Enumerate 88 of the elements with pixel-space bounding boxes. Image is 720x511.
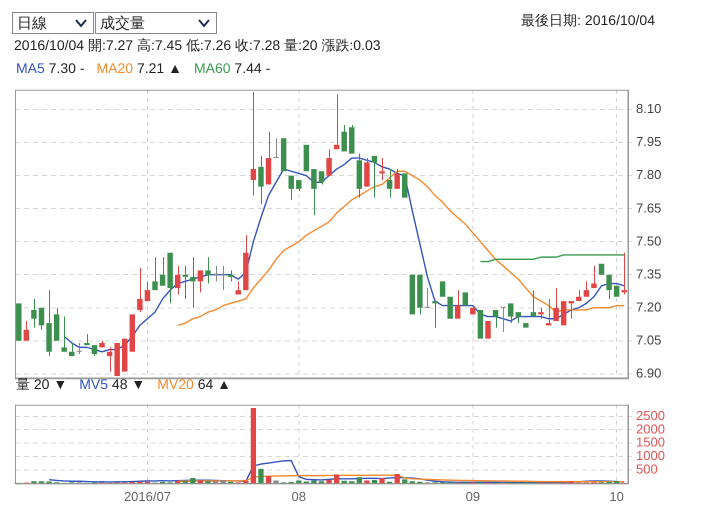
candlestick bbox=[190, 256, 196, 308]
candlestick bbox=[24, 320, 30, 341]
candlestick bbox=[160, 256, 166, 286]
candlestick bbox=[546, 298, 552, 326]
text: MA60 7.44 - bbox=[194, 60, 270, 76]
x-tick-label: 2016/07 bbox=[124, 488, 171, 504]
text: MA5 7.30 - bbox=[16, 60, 84, 76]
candlestick bbox=[538, 307, 544, 320]
candlestick bbox=[243, 234, 249, 290]
candlestick bbox=[61, 316, 67, 352]
x-tick-label: 10 bbox=[609, 488, 624, 504]
candlestick bbox=[258, 155, 264, 205]
text: MV5 48 ▼ bbox=[79, 376, 146, 392]
candlestick bbox=[311, 169, 317, 216]
candlestick bbox=[54, 307, 60, 341]
candlestick bbox=[591, 265, 597, 288]
candlestick bbox=[394, 168, 400, 189]
candlestick bbox=[144, 280, 150, 302]
candlestick bbox=[266, 131, 272, 184]
bar bbox=[402, 479, 408, 484]
y-tick-label: 7.05 bbox=[636, 332, 662, 348]
bar bbox=[220, 480, 226, 484]
text: MV20 64 ▲ bbox=[157, 376, 232, 392]
bar bbox=[250, 408, 256, 484]
candlestick bbox=[250, 92, 256, 196]
candlestick bbox=[236, 280, 241, 295]
candlestick bbox=[84, 334, 90, 346]
candlestick bbox=[364, 158, 370, 187]
text: 2016/10/04 開:7.27 高:7.45 低:7.26 收:7.28 量:20 漲跌:0.03 bbox=[14, 37, 381, 55]
y-tick-label: 1000 bbox=[636, 448, 665, 464]
candlestick bbox=[379, 158, 385, 181]
y-tick-label: 1500 bbox=[636, 434, 665, 450]
candlestick bbox=[455, 290, 460, 319]
y-tick-label: 7.65 bbox=[636, 200, 662, 216]
candlestick bbox=[31, 298, 37, 328]
candlestick bbox=[417, 274, 423, 315]
text: MA20 7.21 ▲ bbox=[96, 60, 182, 76]
y-tick-label: 500 bbox=[636, 462, 658, 477]
candlestick bbox=[568, 301, 574, 320]
y-tick-label: 7.80 bbox=[636, 167, 662, 182]
candlestick bbox=[553, 287, 559, 321]
bar bbox=[190, 478, 196, 484]
bar bbox=[266, 476, 272, 484]
y-tick-label: 8.10 bbox=[636, 101, 662, 116]
candlestick bbox=[606, 274, 612, 300]
bar bbox=[342, 480, 347, 484]
text: 最後日期: 2016/10/04 bbox=[521, 12, 655, 30]
candlestick bbox=[288, 176, 294, 200]
text: 成交量 bbox=[100, 15, 145, 32]
y-tick-label: 7.50 bbox=[636, 233, 662, 248]
y-tick-label: 7.20 bbox=[636, 299, 662, 314]
bar bbox=[394, 474, 400, 484]
candlestick bbox=[182, 265, 188, 300]
bar bbox=[356, 477, 362, 484]
bar bbox=[243, 480, 248, 484]
candlestick bbox=[46, 290, 52, 357]
candlestick bbox=[356, 153, 362, 198]
candlestick bbox=[621, 252, 627, 296]
candlestick bbox=[334, 94, 340, 150]
y-tick-label: 7.95 bbox=[636, 134, 662, 150]
candlestick bbox=[106, 346, 112, 372]
y-tick-label: 6.90 bbox=[636, 365, 662, 380]
candlestick bbox=[69, 342, 74, 356]
candlestick bbox=[167, 252, 173, 304]
candlestick bbox=[228, 270, 234, 282]
candlestick bbox=[341, 124, 347, 152]
candlestick bbox=[508, 303, 514, 324]
candlestick bbox=[530, 290, 536, 317]
candlestick bbox=[386, 168, 392, 198]
candlestick bbox=[432, 301, 438, 328]
candlestick bbox=[372, 156, 378, 198]
y-tick-label: 2500 bbox=[636, 408, 665, 423]
candlestick bbox=[174, 265, 180, 296]
candlestick bbox=[584, 280, 590, 297]
candlestick bbox=[137, 268, 143, 313]
y-tick-label: 7.35 bbox=[636, 266, 662, 282]
bar bbox=[334, 474, 340, 484]
text: 日線 bbox=[17, 15, 47, 32]
y-tick-label: 2000 bbox=[636, 421, 665, 436]
bar bbox=[258, 468, 264, 484]
candlestick bbox=[326, 148, 332, 176]
candlestick bbox=[576, 290, 582, 302]
candlestick bbox=[500, 306, 506, 332]
candlestick bbox=[38, 308, 44, 330]
annotation: 量 20 ▼ bbox=[16, 376, 68, 392]
x-tick-label: 08 bbox=[292, 488, 306, 504]
x-tick-label: 09 bbox=[466, 488, 480, 504]
candlestick bbox=[516, 312, 521, 324]
